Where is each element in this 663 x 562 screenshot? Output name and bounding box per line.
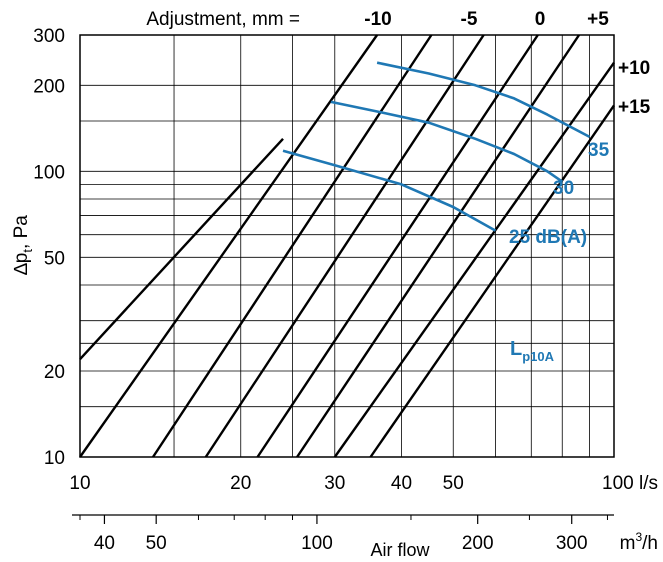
x-tick-label: 40	[391, 473, 412, 494]
parameter-label-base: L	[510, 338, 522, 360]
x-tick-label: 30	[324, 473, 345, 494]
x2-tick-label: 40	[94, 533, 115, 554]
x2-unit-base: m	[620, 533, 636, 554]
x2-tick-label: 100	[301, 533, 333, 554]
x2-unit-label: m3/h	[620, 530, 658, 554]
parameter-label-subscript: p10A	[522, 349, 554, 364]
y-tick-label: 100	[33, 162, 65, 183]
secondary-x-axis: 40 50 100 200 300	[72, 514, 614, 554]
series-label: 25 dB(A)	[509, 227, 587, 248]
y-axis-label-subscript: t	[20, 249, 35, 253]
x-tick-label: 10	[69, 473, 90, 494]
adjustment-line	[256, 34, 539, 458]
x-tick-label: 50	[443, 473, 464, 494]
y-tick-label: 300	[33, 26, 65, 47]
y-tick-label: 50	[44, 248, 65, 269]
plot-frame	[79, 34, 615, 458]
series-label: 30	[553, 178, 574, 199]
y-axis-label: ∆pt, Pa	[11, 215, 35, 275]
x2-tick-label: 50	[146, 533, 167, 554]
adjustment-label: +5	[587, 9, 609, 30]
sound-level-curve	[376, 61, 591, 139]
x-axis-label: Air flow	[370, 540, 430, 560]
y-tick-label: 200	[33, 76, 65, 97]
y-tick-label: 10	[44, 448, 65, 469]
x2-tick-label: 300	[556, 533, 588, 554]
adjustment-line	[204, 34, 485, 458]
parameter-label: Lp10A	[510, 338, 555, 364]
y-tick-label: 20	[44, 362, 65, 383]
sound-level-curve	[330, 100, 564, 183]
sound-level-curve	[282, 149, 497, 232]
series-labels: 25 dB(A) 30 35	[509, 140, 610, 248]
y-axis-label-base: ∆p	[11, 253, 32, 275]
adjustment-label: 0	[535, 9, 546, 30]
x-axis-ticks: 10 20 30 40 50	[69, 473, 463, 494]
adjustment-label: +10	[618, 58, 650, 79]
adjustment-line	[79, 34, 379, 458]
adjustment-line	[333, 61, 615, 458]
x2-unit-suffix: /h	[642, 533, 658, 554]
adjustment-label: -10	[364, 9, 391, 30]
y-axis-ticks: 10 20 50 100 200 300	[33, 26, 65, 469]
x2-tick-label: 200	[462, 533, 494, 554]
chart-title: Adjustment, mm =	[146, 9, 300, 30]
x2-unit-superscript: 3	[635, 530, 642, 544]
adjustment-label: +15	[618, 97, 651, 118]
adjustment-labels: -10 -5 0 +5 +10 +15	[364, 9, 650, 118]
x-unit-label: 100 l/s	[602, 473, 658, 494]
y-axis-label-suffix: , Pa	[11, 215, 32, 249]
sound-level-curves	[282, 61, 591, 232]
series-label: 35	[588, 140, 610, 161]
adjustment-line	[296, 34, 581, 458]
adjustment-line	[152, 34, 433, 458]
adjustment-label: -5	[461, 9, 478, 30]
header: Adjustment, mm =	[146, 9, 300, 30]
x-tick-label: 20	[230, 473, 251, 494]
adjustment-line	[369, 104, 615, 458]
adjustment-lines	[79, 34, 615, 458]
adjustment-line	[79, 137, 284, 360]
